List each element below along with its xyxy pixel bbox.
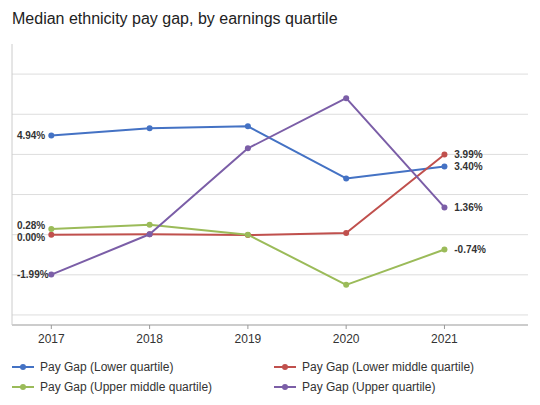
legend-label: Pay Gap (Lower quartile) xyxy=(40,360,173,374)
series-point xyxy=(441,163,447,169)
series-point xyxy=(343,95,349,101)
grid-line xyxy=(12,194,528,195)
x-tick xyxy=(51,325,52,329)
series-point xyxy=(147,222,153,228)
annotation: -0.74% xyxy=(454,244,486,255)
grid xyxy=(12,74,528,315)
legend-marker xyxy=(282,364,288,370)
grid-line xyxy=(12,154,528,155)
annotation: 0.28% xyxy=(17,220,45,231)
series-point xyxy=(441,152,447,158)
series-point xyxy=(48,272,54,278)
series-point xyxy=(48,133,54,139)
x-tick xyxy=(247,325,248,329)
legend-marker xyxy=(20,364,26,370)
annotation: 4.94% xyxy=(17,130,45,141)
legend-marker xyxy=(282,384,288,390)
series-point xyxy=(441,247,447,253)
grid-line xyxy=(12,114,528,115)
legend: Pay Gap (Lower quartile) Pay Gap (Lower m… xyxy=(12,360,474,394)
series-point xyxy=(48,232,54,238)
x-axis-line xyxy=(12,325,528,326)
x-tick-label: 2019 xyxy=(235,332,262,346)
annotation: -1.99% xyxy=(17,269,49,280)
annotations: 4.94% 0.28%0.00% -1.99% 3.99%3.40% 1.36% -0.7… xyxy=(17,130,486,280)
grid-line xyxy=(12,74,528,75)
series-point xyxy=(48,226,54,232)
x-tick xyxy=(444,325,445,329)
x-tick-label: 2018 xyxy=(136,332,163,346)
series-point xyxy=(245,232,251,238)
series-point xyxy=(441,204,447,210)
legend-label: Pay Gap (Upper middle quartile) xyxy=(40,380,212,394)
series-point xyxy=(245,232,251,238)
series-line xyxy=(51,126,444,178)
plot-area xyxy=(48,95,447,288)
y-axis-line xyxy=(12,44,13,325)
series-point xyxy=(343,175,349,181)
legend-marker xyxy=(20,384,26,390)
series-point xyxy=(147,231,153,237)
legend-label: Pay Gap (Upper quartile) xyxy=(302,380,435,394)
annotation: 1.36% xyxy=(454,202,482,213)
series-line xyxy=(51,98,444,274)
series-point xyxy=(147,125,153,131)
x-tick-label: 2021 xyxy=(431,332,458,346)
grid-line xyxy=(12,274,528,275)
series-point xyxy=(245,123,251,129)
title: Median ethnicity pay gap, by earnings qu… xyxy=(12,10,338,27)
chart: Median ethnicity pay gap, by earnings qu… xyxy=(0,0,540,405)
x-tick-label: 2020 xyxy=(333,332,360,346)
annotation: 3.99% xyxy=(454,149,482,160)
annotation: 3.40% xyxy=(454,161,482,172)
series-point xyxy=(147,231,153,237)
x-tick-label: 2017 xyxy=(38,332,65,346)
series-point xyxy=(343,230,349,236)
series-point xyxy=(245,145,251,151)
series-line xyxy=(51,225,444,285)
series-line xyxy=(51,155,444,235)
series-point xyxy=(343,282,349,288)
annotation: 0.00% xyxy=(17,232,45,243)
x-tick xyxy=(346,325,347,329)
x-tick xyxy=(149,325,150,329)
legend-label: Pay Gap (Lower middle quartile) xyxy=(302,360,474,374)
grid-line xyxy=(12,314,528,315)
